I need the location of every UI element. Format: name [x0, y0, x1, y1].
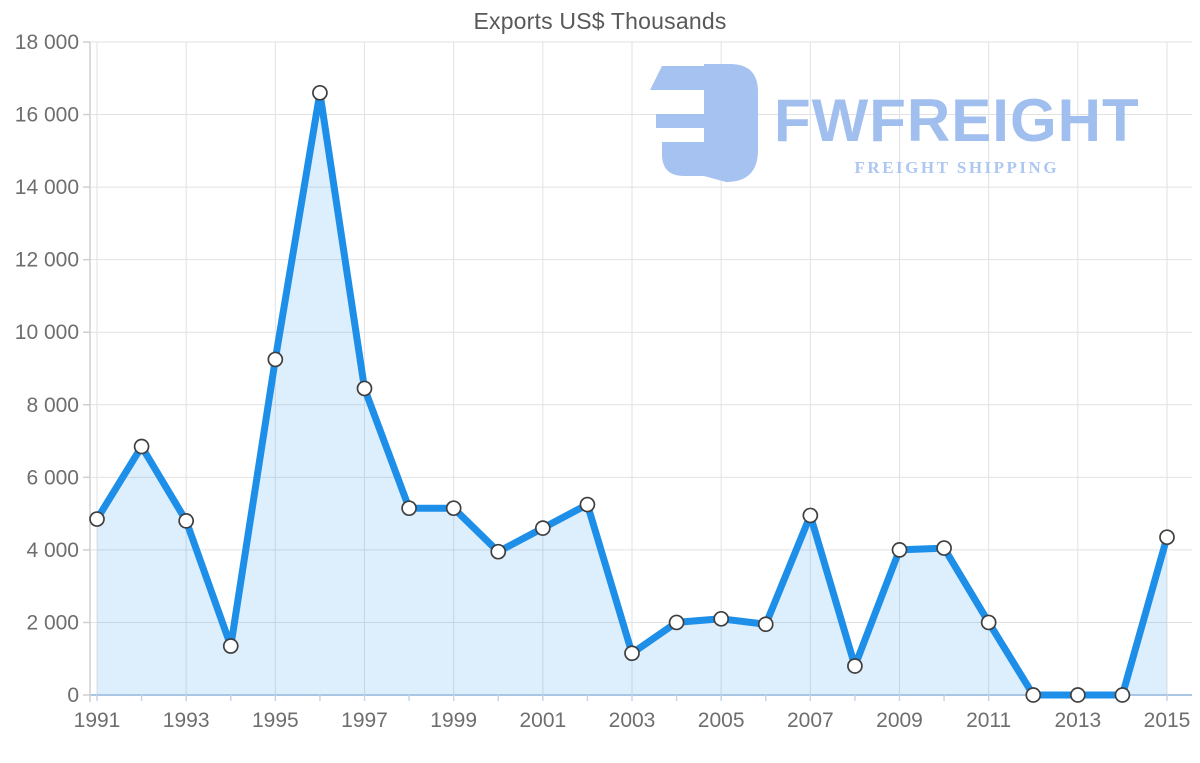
x-axis-label-2011: 2011: [966, 709, 1011, 732]
y-axis-label-0: 0: [67, 684, 79, 707]
x-axis-label-2001: 2001: [519, 709, 566, 732]
data-point-1999[interactable]: [445, 500, 462, 517]
y-axis-label-4000: 4 000: [26, 539, 79, 562]
data-points: [89, 84, 1175, 703]
data-point-2010[interactable]: [936, 540, 952, 556]
data-point-2014[interactable]: [1114, 687, 1131, 703]
data-point-2009[interactable]: [891, 542, 908, 558]
data-point-2015[interactable]: [1159, 529, 1175, 546]
data-point-1996[interactable]: [312, 84, 328, 101]
x-axis-label-1997: 1997: [341, 709, 388, 732]
x-axis-label-1991: 1991: [74, 709, 121, 732]
x-axis-label-1995: 1995: [252, 709, 299, 732]
data-point-2006[interactable]: [757, 616, 774, 633]
x-axis-label-1999: 1999: [430, 709, 477, 732]
x-axis-labels: 1991 1993 1995 1997 1999 2001 2003 2005 2007 2009…: [74, 709, 1191, 732]
data-point-1992[interactable]: [133, 438, 150, 455]
y-axis-label-6000: 6 000: [26, 466, 79, 489]
data-point-2007[interactable]: [802, 507, 819, 524]
data-point-1994[interactable]: [222, 638, 239, 654]
data-point-1995[interactable]: [267, 351, 284, 368]
y-axis-label-8000: 8 000: [26, 394, 79, 417]
data-point-2013[interactable]: [1069, 687, 1086, 703]
data-point-2003[interactable]: [624, 645, 640, 662]
x-axis-label-2003: 2003: [609, 709, 656, 732]
data-point-1993[interactable]: [178, 513, 195, 529]
data-point-2002[interactable]: [579, 496, 596, 513]
y-axis-label-14000: 14 000: [15, 176, 79, 199]
data-point-2012[interactable]: [1025, 687, 1042, 703]
data-point-2001[interactable]: [534, 520, 551, 536]
data-point-2005[interactable]: [713, 610, 730, 627]
x-axis-label-2015: 2015: [1144, 709, 1191, 732]
data-point-1991[interactable]: [89, 511, 105, 527]
y-axis-label-10000: 10 000: [15, 321, 79, 344]
x-axis-label-2005: 2005: [698, 709, 745, 732]
chart-title: Exports US$ Thousands: [473, 8, 727, 34]
data-point-1998[interactable]: [401, 500, 417, 517]
x-axis-label-2009: 2009: [876, 709, 923, 732]
series-area: [97, 92, 1167, 696]
h-gridlines: [90, 41, 1192, 623]
y-axis-label-16000: 16 000: [15, 104, 79, 127]
y-axis-label-18000: 18 000: [15, 31, 79, 54]
data-point-2000[interactable]: [490, 543, 507, 560]
y-axis-labels: 0 2 000 4 000 6 000 8 000 10 000 12 000 14 000 1…: [15, 31, 79, 707]
x-axis-label-2013: 2013: [1054, 709, 1101, 732]
y-axis-label-12000: 12 000: [15, 249, 79, 272]
x-axis-label-1993: 1993: [163, 709, 210, 732]
data-point-2011[interactable]: [980, 614, 997, 631]
data-point-2008[interactable]: [847, 658, 863, 674]
v-gridlines: [96, 42, 1168, 695]
y-axis-label-2000: 2 000: [26, 611, 79, 634]
data-point-2004[interactable]: [668, 614, 685, 631]
data-point-1997[interactable]: [356, 380, 373, 397]
x-axis-label-2007: 2007: [787, 709, 834, 732]
y-ticks: [83, 41, 90, 696]
